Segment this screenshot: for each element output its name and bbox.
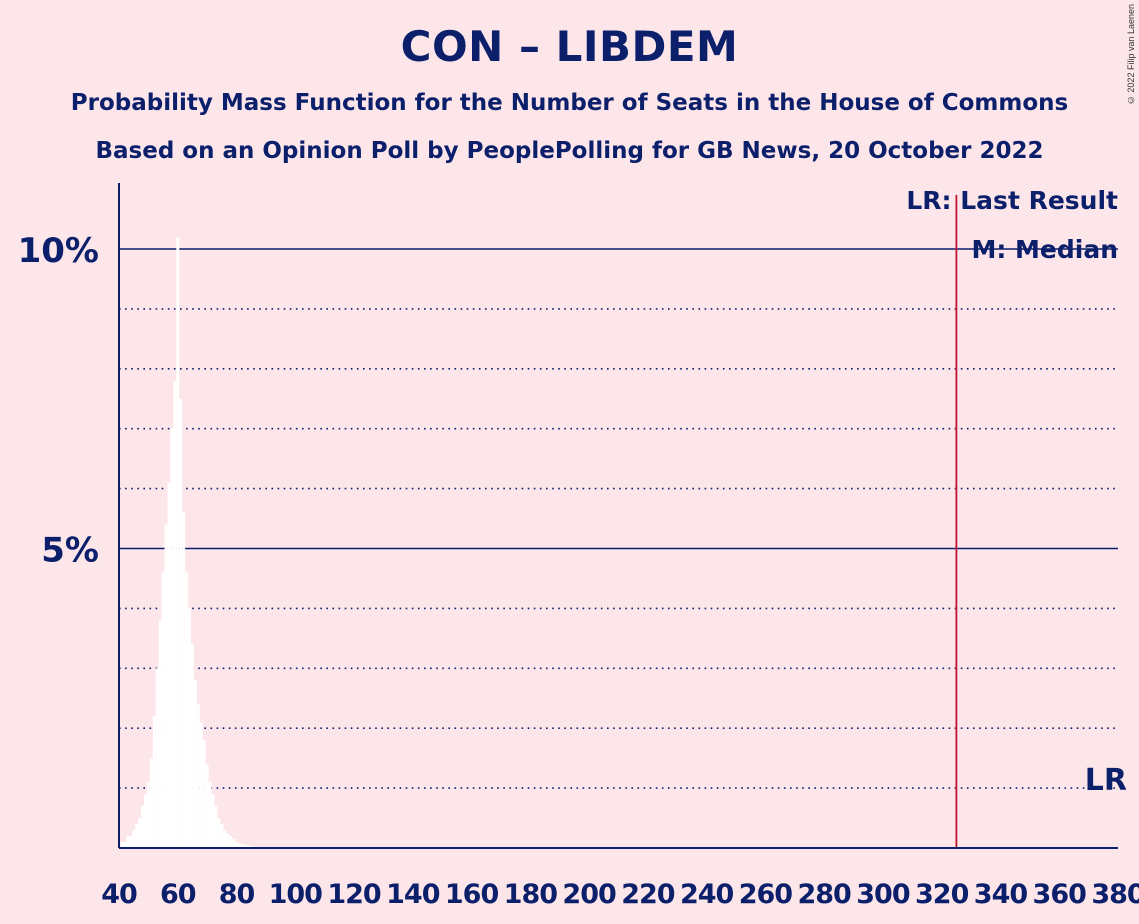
pmf-bar bbox=[223, 830, 227, 848]
x-tick-label: 240 bbox=[680, 879, 734, 910]
pmf-bar bbox=[188, 608, 191, 848]
chart-source: Based on an Opinion Poll by PeoplePollin… bbox=[95, 138, 1044, 164]
pmf-bar bbox=[152, 716, 156, 848]
pmf-bar bbox=[164, 524, 168, 848]
pmf-bar bbox=[182, 512, 186, 848]
pmf-bar bbox=[229, 836, 233, 848]
chart-subtitle: Probability Mass Function for the Number… bbox=[70, 90, 1069, 116]
pmf-bar bbox=[170, 428, 174, 848]
pmf-bar bbox=[143, 794, 147, 848]
y-tick-label: 10% bbox=[18, 231, 99, 271]
pmf-bar bbox=[243, 845, 247, 848]
pmf-bar bbox=[123, 842, 127, 848]
pmf-bar bbox=[146, 782, 150, 848]
x-tick-label: 320 bbox=[915, 879, 969, 910]
pmf-bar bbox=[226, 833, 230, 848]
pmf-bar bbox=[126, 836, 130, 848]
x-tick-label: 360 bbox=[1033, 879, 1087, 910]
legend-median: M: Median bbox=[971, 235, 1118, 264]
pmf-bar bbox=[214, 806, 218, 848]
pmf-bar bbox=[235, 842, 238, 848]
x-tick-label: 100 bbox=[269, 879, 323, 910]
pmf-bar bbox=[141, 806, 144, 848]
x-tick-label: 60 bbox=[160, 879, 196, 910]
pmf-bar bbox=[217, 818, 221, 848]
pmf-bar bbox=[120, 842, 124, 848]
legend-last-result: LR: Last Result bbox=[906, 186, 1118, 215]
x-tick-label: 40 bbox=[101, 879, 137, 910]
x-tick-label: 120 bbox=[327, 879, 381, 910]
pmf-bar bbox=[185, 572, 189, 848]
pmf-bar bbox=[158, 620, 162, 848]
last-result-marker: LR bbox=[1085, 763, 1127, 798]
pmf-bar bbox=[196, 704, 200, 848]
pmf-bar bbox=[129, 836, 133, 848]
pmf-bar bbox=[246, 845, 250, 848]
x-tick-label: 140 bbox=[386, 879, 440, 910]
pmf-bar bbox=[173, 380, 177, 848]
pmf-bar bbox=[232, 839, 236, 848]
x-tick-label: 280 bbox=[797, 879, 851, 910]
pmf-bar bbox=[208, 782, 212, 848]
pmf-bar bbox=[132, 830, 136, 848]
pmf-bar bbox=[176, 237, 180, 848]
pmf-bar bbox=[199, 722, 203, 848]
pmf-bar bbox=[167, 482, 171, 848]
x-tick-label: 80 bbox=[219, 879, 255, 910]
x-tick-label: 200 bbox=[562, 879, 616, 910]
pmf-bar bbox=[161, 572, 165, 848]
pmf-bar bbox=[190, 644, 194, 848]
pmf-bar bbox=[138, 818, 142, 848]
x-tick-label: 340 bbox=[974, 879, 1028, 910]
pmf-bar bbox=[205, 764, 209, 848]
chart-title: CON – LIBDEM bbox=[400, 22, 739, 71]
pmf-bar bbox=[149, 758, 153, 848]
x-tick-label: 180 bbox=[504, 879, 558, 910]
pmf-bar bbox=[220, 824, 224, 848]
pmf-bar bbox=[237, 843, 241, 848]
x-tick-label: 300 bbox=[856, 879, 910, 910]
pmf-bar bbox=[193, 680, 197, 848]
x-tick-label: 220 bbox=[621, 879, 675, 910]
x-tick-label: 160 bbox=[445, 879, 499, 910]
x-tick-label: 380 bbox=[1091, 879, 1139, 910]
pmf-bar bbox=[155, 668, 159, 848]
x-tick-label: 260 bbox=[739, 879, 793, 910]
pmf-bar bbox=[211, 794, 215, 848]
y-tick-label: 5% bbox=[41, 531, 99, 571]
pmf-bar bbox=[135, 824, 139, 848]
pmf-bar bbox=[202, 740, 206, 848]
pmf-bar bbox=[240, 844, 244, 848]
pmf-bar bbox=[179, 398, 183, 848]
